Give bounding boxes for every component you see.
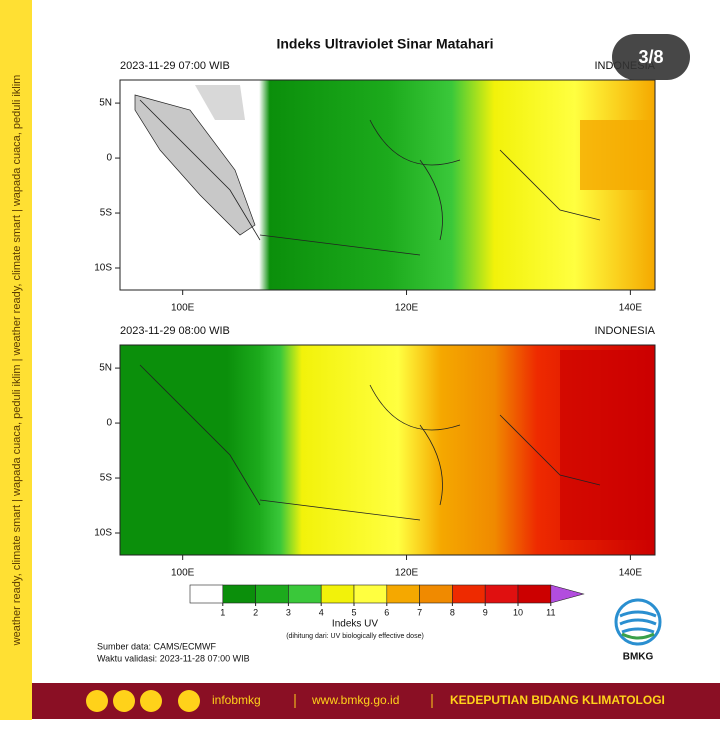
- colorbar-tick-label: 5: [351, 607, 356, 617]
- title: Indeks Ultraviolet Sinar Matahari: [276, 36, 493, 52]
- colorbar-segment: [222, 584, 256, 604]
- y-tick-label: 10S: [94, 263, 112, 274]
- map-frame: [119, 79, 656, 291]
- sidebar: [0, 0, 32, 720]
- land-grey: [134, 94, 256, 236]
- colorbar-tick-label: 8: [450, 607, 455, 617]
- colorbar-segment: [386, 584, 420, 604]
- source: Sumber data: CAMS/ECMWF: [97, 641, 217, 651]
- colorbar: 1 2 3 4 5 6 7 8 9 10 11: [189, 584, 585, 617]
- colorbar-tick-label: 9: [483, 607, 488, 617]
- colorbar-tick-label: 6: [384, 607, 389, 617]
- y-tick-label: 0: [106, 153, 112, 164]
- counter-badge: [612, 34, 690, 80]
- sidebar-text: weather ready, climate smart | wapada cu…: [11, 75, 23, 647]
- colorbar-segment: [320, 584, 355, 604]
- y-tick-label: 5S: [100, 473, 113, 484]
- colorbar-tick-label: 2: [253, 607, 258, 617]
- colorbar-segment: [517, 584, 552, 604]
- social-icons: [86, 690, 200, 712]
- footer-website: www.bmkg.go.id: [311, 693, 399, 707]
- colorbar-tick-label: 1: [220, 607, 225, 617]
- x-tick-label: 140E: [619, 568, 643, 579]
- colorbar-segment: [189, 584, 224, 604]
- colorbar-segment: [255, 584, 289, 604]
- x-tick-label: 100E: [171, 303, 195, 314]
- colorbar-segment: [288, 584, 322, 604]
- y-tick-label: 5N: [99, 363, 112, 374]
- x-tick-label: 140E: [619, 303, 643, 314]
- colorbar-note: (dihitung dari: UV biologically effectiv…: [286, 633, 424, 640]
- map-datetime: 2023-11-29 07:00 WIB: [120, 60, 230, 72]
- map-frame: [119, 344, 656, 556]
- colorbar-tick-label: 10: [513, 607, 523, 617]
- colorbar-tick-label: 11: [546, 607, 555, 617]
- maps: 2023-11-29 07:00 WIB INDONESIA 5N 0 5S 10S 100…: [94, 60, 655, 579]
- land-grey: [195, 85, 245, 120]
- colorbar-segment: [452, 584, 486, 604]
- validity: Waktu validasi: 2023-11-28 07:00 WIB: [97, 653, 250, 663]
- colorbar-segment: [419, 584, 453, 604]
- y-tick-label: 5N: [99, 98, 112, 109]
- colorbar-arrow: [550, 584, 585, 604]
- x-tick-label: 120E: [395, 568, 419, 579]
- y-tick-label: 0: [106, 418, 112, 429]
- orange-patch: [580, 120, 655, 190]
- colorbar-segment: [353, 584, 388, 604]
- counter: 3/8: [638, 47, 663, 67]
- y-tick-label: 10S: [94, 528, 112, 539]
- red-patch: [560, 350, 655, 540]
- y-tick-label: 5S: [100, 208, 113, 219]
- footer-unit: KEDEPUTIAN BIDANG KLIMATOLOGI: [450, 693, 665, 707]
- logo-text: BMKG: [623, 652, 654, 663]
- colorbar-tick-label: 4: [319, 607, 324, 617]
- logo: [614, 598, 662, 646]
- map-region: INDONESIA: [594, 325, 655, 337]
- coastline: [139, 364, 601, 521]
- colorbar-tick-label: 3: [286, 607, 291, 617]
- colorbar-segment: [484, 584, 519, 604]
- map-datetime: 2023-11-29 08:00 WIB: [120, 325, 230, 337]
- colorbar-label: Indeks UV: [332, 619, 378, 630]
- coastline: [139, 99, 601, 256]
- x-tick-label: 120E: [395, 303, 419, 314]
- footer-handle: infobmkg: [212, 693, 261, 707]
- colorbar-tick-label: 7: [417, 607, 422, 617]
- x-tick-label: 100E: [171, 568, 195, 579]
